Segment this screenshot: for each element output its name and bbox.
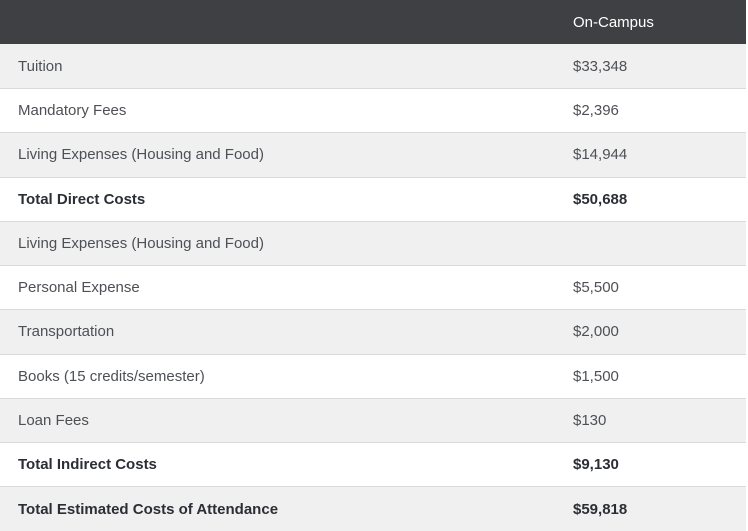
row-label: Total Direct Costs	[18, 190, 146, 208]
row-value: $59,818	[573, 500, 628, 518]
table-row: Tuition $33,348	[0, 44, 746, 89]
table-row: Living Expenses (Housing and Food) $14,9…	[0, 132, 746, 177]
row-label: Living Expenses (Housing and Food)	[18, 234, 264, 252]
row-value: $2,000	[573, 323, 619, 341]
row-value: $2,396	[573, 102, 619, 120]
table-row: Total Indirect Costs $9,130	[0, 442, 746, 487]
header-label-cell	[0, 0, 573, 44]
row-value: $50,688	[573, 190, 628, 208]
table-body: Tuition $33,348 Mandatory Fees $2,396 Li…	[0, 44, 746, 531]
row-value: $14,944	[573, 146, 628, 164]
table-row: Mandatory Fees $2,396	[0, 88, 746, 133]
table-row: Personal Expense $5,500	[0, 265, 746, 310]
row-value: $33,348	[573, 57, 628, 75]
row-value: $130	[573, 411, 607, 429]
table-header-row: On-Campus	[0, 0, 746, 45]
row-label: Books (15 credits/semester)	[18, 367, 205, 385]
row-value: $9,130	[573, 456, 619, 474]
row-label: Loan Fees	[18, 411, 89, 429]
table-row: Living Expenses (Housing and Food)	[0, 221, 746, 266]
row-value	[573, 221, 746, 265]
row-label: Tuition	[18, 57, 63, 75]
row-label: Total Indirect Costs	[18, 456, 157, 474]
table-row: Total Estimated Costs of Attendance $59,…	[0, 486, 746, 531]
header-on-campus-cell: On-Campus	[573, 13, 654, 31]
table-row: Total Direct Costs $50,688	[0, 177, 746, 222]
row-label: Personal Expense	[18, 279, 140, 297]
row-value: $1,500	[573, 367, 619, 385]
table-row: Transportation $2,000	[0, 309, 746, 354]
row-label: Transportation	[18, 323, 115, 341]
row-value: $5,500	[573, 279, 619, 297]
row-label: Total Estimated Costs of Attendance	[18, 500, 279, 518]
table-row: Loan Fees $130	[0, 398, 746, 443]
row-label: Mandatory Fees	[18, 102, 127, 120]
row-label: Living Expenses (Housing and Food)	[18, 146, 264, 164]
table-row: Books (15 credits/semester) $1,500	[0, 354, 746, 399]
